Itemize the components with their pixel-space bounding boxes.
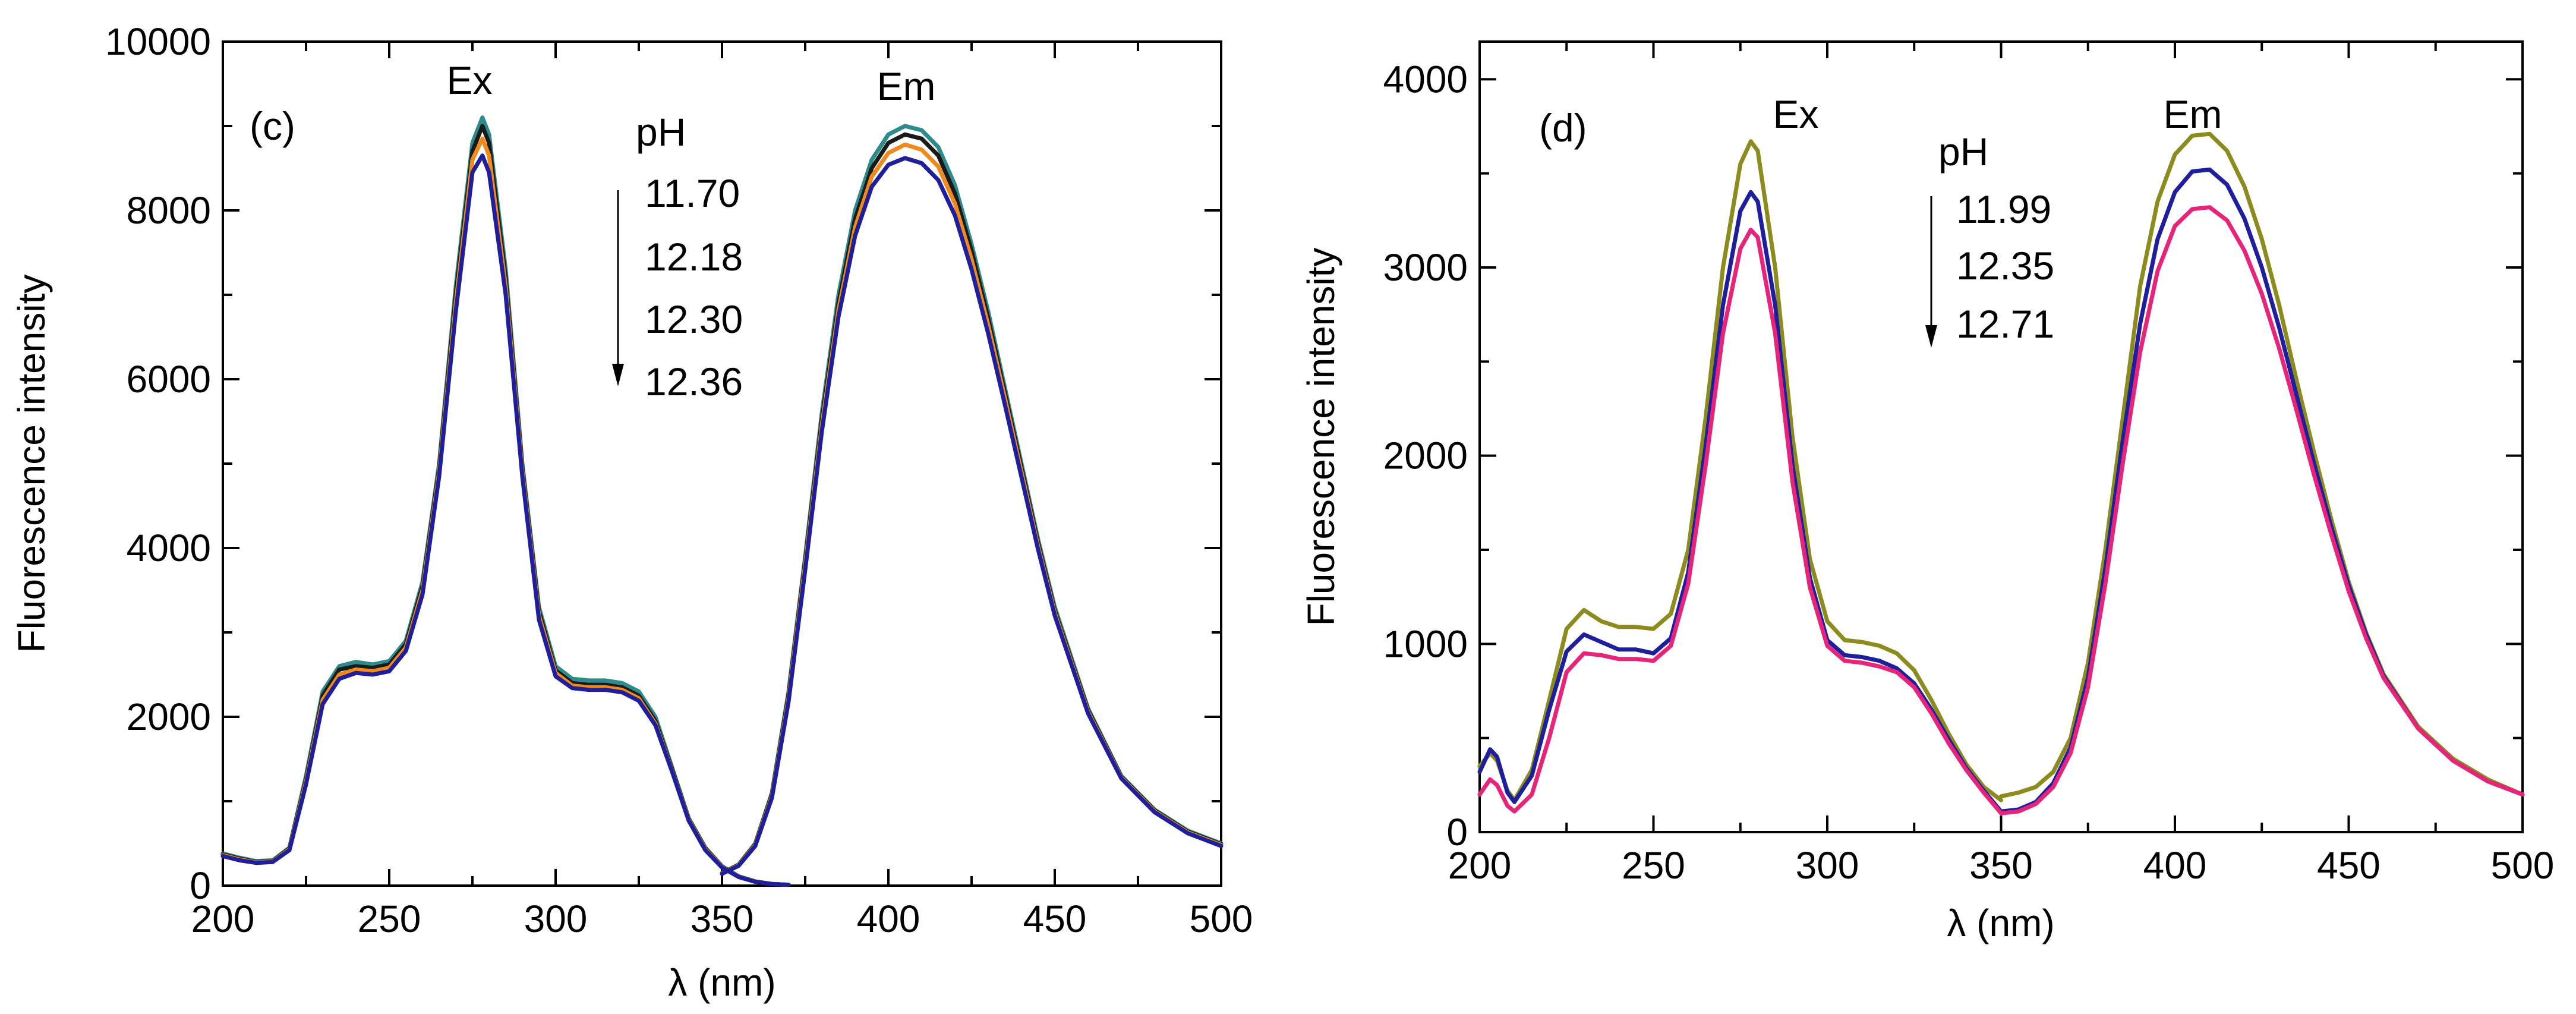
y-tick-label: 4000 bbox=[1383, 58, 1468, 100]
x-tick-label: 450 bbox=[1023, 898, 1087, 940]
x-tick-label: 350 bbox=[690, 898, 754, 940]
chart-panel-c: 200 250 300 350 400 450 500 0 2000 4000 6000 8000 10… bbox=[10, 20, 1253, 1004]
series-line-em bbox=[720, 142, 1224, 876]
plot-area-frame bbox=[1478, 40, 2524, 833]
series-line-ex bbox=[1477, 228, 2003, 815]
y-tick-label: 2000 bbox=[1383, 434, 1468, 477]
x-tick-label: 500 bbox=[1190, 898, 1253, 940]
tick-labels: 200 250 300 350 400 450 500 0 1000 2000 3000 4000 bbox=[1383, 58, 2555, 887]
y-tick-label: 3000 bbox=[1383, 246, 1468, 289]
y-axis-title: Fluorescence intensity bbox=[1300, 248, 1342, 626]
ph-value: 11.99 bbox=[1956, 187, 2051, 231]
panel-label: (d) bbox=[1539, 106, 1587, 150]
ex-label: Ex bbox=[446, 58, 492, 102]
x-tick-label: 450 bbox=[2317, 844, 2380, 887]
y-axis-title: Fluorescence intensity bbox=[10, 275, 53, 653]
ex-label: Ex bbox=[1773, 92, 1818, 136]
panel-label: (c) bbox=[250, 104, 295, 148]
ph-value: 11.70 bbox=[645, 171, 740, 215]
series-line-em bbox=[720, 132, 1224, 876]
axis-ticks bbox=[1478, 42, 2524, 833]
y-tick-label: 1000 bbox=[1383, 622, 1468, 665]
series-line-ex bbox=[220, 153, 791, 887]
x-tick-label: 200 bbox=[191, 898, 255, 940]
ph-value: 12.35 bbox=[1956, 244, 2054, 288]
axis-ticks bbox=[222, 40, 1222, 887]
series-group bbox=[1477, 131, 2525, 815]
ph-value: 12.71 bbox=[1956, 302, 2054, 346]
ph-arrow-head bbox=[612, 364, 624, 386]
ph-value: 12.30 bbox=[645, 297, 743, 341]
x-tick-label: 250 bbox=[358, 898, 421, 940]
series-line-em bbox=[1999, 205, 2525, 815]
y-tick-label: 10000 bbox=[105, 20, 211, 63]
ph-title: pH bbox=[636, 110, 686, 154]
x-axis-title: λ (nm) bbox=[668, 961, 775, 1004]
x-tick-label: 500 bbox=[2491, 844, 2555, 887]
em-label: Em bbox=[877, 64, 936, 108]
y-tick-label: 0 bbox=[1446, 811, 1468, 854]
tick-labels: 200 250 300 350 400 450 500 0 2000 4000 6000 8000 10… bbox=[105, 20, 1253, 940]
x-tick-label: 350 bbox=[1969, 844, 2033, 887]
ph-value: 12.36 bbox=[645, 360, 743, 404]
ph-title: pH bbox=[1938, 130, 1988, 174]
x-tick-label: 200 bbox=[1448, 844, 1512, 887]
series-line-ex bbox=[1477, 190, 2003, 814]
chart-panel-d: 200 250 300 350 400 450 500 0 1000 2000 3000 4000 λ… bbox=[1300, 40, 2555, 944]
series-line-em bbox=[720, 124, 1224, 876]
x-tick-label: 300 bbox=[524, 898, 588, 940]
y-tick-label: 6000 bbox=[127, 358, 211, 401]
x-tick-label: 400 bbox=[857, 898, 920, 940]
ph-value: 12.18 bbox=[645, 235, 743, 279]
ph-arrow-head bbox=[1925, 325, 1937, 348]
x-tick-label: 250 bbox=[1622, 844, 1685, 887]
plot-area-frame bbox=[222, 40, 1222, 887]
series-line-em bbox=[1999, 131, 2525, 799]
series-group bbox=[220, 115, 1224, 887]
y-tick-label: 2000 bbox=[127, 695, 211, 738]
series-line-em bbox=[720, 156, 1224, 876]
em-label: Em bbox=[2164, 92, 2222, 136]
y-tick-label: 4000 bbox=[127, 527, 211, 569]
x-tick-label: 400 bbox=[2143, 844, 2207, 887]
y-tick-label: 0 bbox=[190, 864, 211, 907]
x-axis-title: λ (nm) bbox=[1947, 902, 2054, 944]
x-tick-label: 300 bbox=[1796, 844, 1859, 887]
y-tick-label: 8000 bbox=[127, 189, 211, 232]
